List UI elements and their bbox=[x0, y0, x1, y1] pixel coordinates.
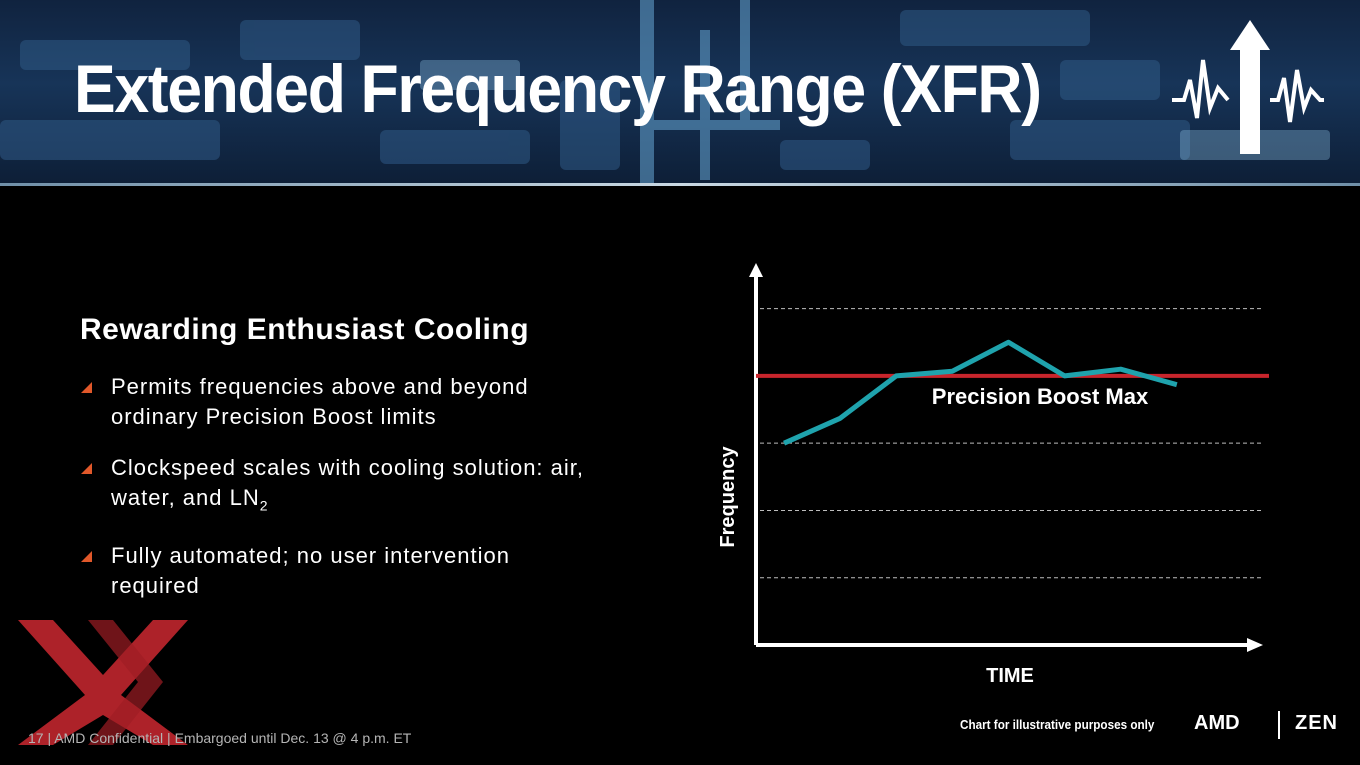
frequency-chart: Precision Boost Max TIME Frequency bbox=[717, 263, 1269, 687]
triangle-bullet-icon bbox=[81, 463, 92, 474]
circuit-background bbox=[0, 0, 1330, 186]
reference-line-label: Precision Boost Max bbox=[932, 384, 1149, 409]
page-title: Extended Frequency Range (XFR) bbox=[74, 51, 1042, 127]
amd-logo: AMD bbox=[1194, 712, 1240, 734]
triangle-bullet-icon bbox=[81, 551, 92, 563]
bullet-text: Permits frequencies above and beyond ord… bbox=[111, 374, 529, 429]
footer-text: 17 | AMD Confidential | Embargoed until … bbox=[28, 730, 412, 746]
bullet-item: Clockspeed scales with cooling solution:… bbox=[80, 453, 600, 520]
logo-divider bbox=[1278, 711, 1280, 739]
bullet-item: Fully automated; no user intervention re… bbox=[80, 541, 600, 601]
y-axis-label: Frequency bbox=[717, 446, 739, 548]
bullet-text: Fully automated; no user intervention re… bbox=[111, 543, 510, 599]
header-divider bbox=[0, 183, 1360, 186]
chart-disclaimer: Chart for illustrative purposes only bbox=[960, 717, 1155, 732]
zen-logo: ZEN bbox=[1295, 712, 1338, 734]
x-axis-arrow-icon bbox=[1247, 638, 1263, 652]
xx-logo bbox=[18, 620, 188, 745]
bullet-text: Clockspeed scales with cooling solution:… bbox=[111, 455, 585, 514]
x-axis-label: TIME bbox=[986, 665, 1034, 687]
y-axis-arrow-icon bbox=[749, 263, 763, 277]
bullet-list: Permits frequencies above and beyond ord… bbox=[80, 372, 600, 622]
bullet-item: Permits frequencies above and beyond ord… bbox=[80, 372, 600, 432]
section-heading: Rewarding Enthusiast Cooling bbox=[80, 313, 530, 346]
frequency-series-line bbox=[783, 339, 1178, 446]
triangle-bullet-icon bbox=[81, 382, 92, 393]
header-banner: Extended Frequency Range (XFR) bbox=[0, 0, 1360, 186]
frequency-boost-icon bbox=[1172, 20, 1324, 154]
